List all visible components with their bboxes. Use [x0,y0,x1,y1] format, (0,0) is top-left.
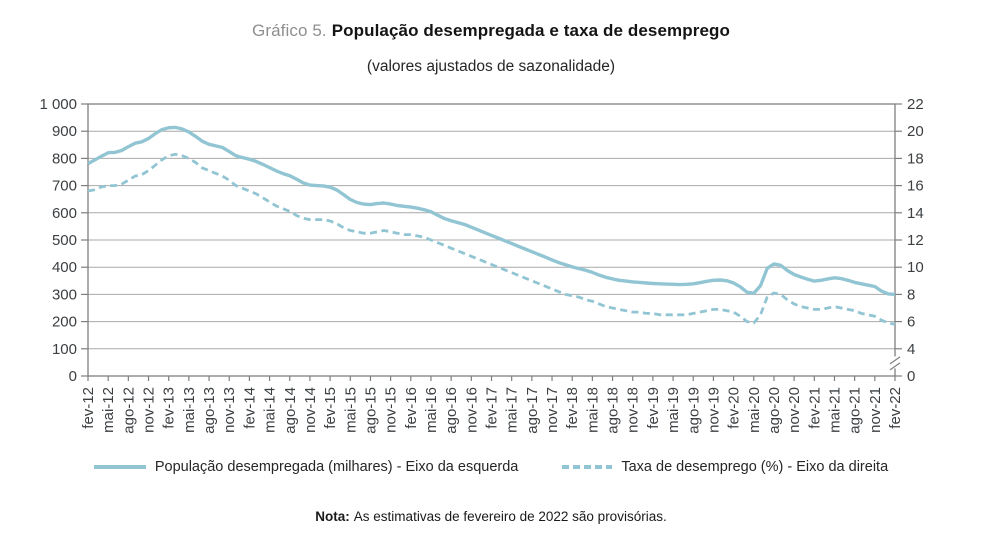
x-axis-label: mai-20 [746,387,763,433]
legend-item-rate: Taxa de desemprego (%) - Eixo da direita [562,459,888,475]
x-axis-label: nov-14 [302,387,319,433]
x-axis-label: ago-18 [605,387,622,434]
right-axis-label: 12 [907,232,924,249]
x-axis-label: ago-12 [120,387,137,434]
note: Nota: As estimativas de fevereiro de 2022… [0,509,982,524]
x-axis-label: nov-20 [786,387,803,433]
x-axis-label: fev-13 [161,387,178,429]
right-axis-label: 18 [907,150,924,167]
x-axis-label: mai-13 [181,387,198,433]
left-axis-label: 900 [52,123,77,140]
left-axis-label: 700 [52,178,77,195]
left-axis-label: 200 [52,314,77,331]
x-axis-label: mai-12 [100,387,117,433]
x-axis-label: fev-17 [484,387,501,429]
x-axis-label: fev-16 [403,387,420,429]
dashed-line-swatch-icon [562,465,613,469]
legend-label-unemployed: População desempregada (milhares) - Eixo… [154,459,519,475]
x-axis-label: mai-21 [826,387,843,433]
right-axis-label: 4 [907,341,915,358]
axis-break-mark [889,362,901,371]
x-axis-label: mai-17 [504,387,521,433]
x-axis-label: nov-16 [463,387,480,433]
page-title: População desempregada e taxa de desempr… [331,21,730,40]
left-axis-label: 400 [52,259,77,276]
legend: População desempregada (milhares) - Eixo… [0,459,982,475]
x-axis-label: ago-17 [524,387,541,434]
left-axis-label: 800 [52,150,77,167]
x-axis-label: fev-20 [726,387,743,429]
axis-break-gap [893,356,897,369]
page-title-row: Gráfico 5. População desempregada e taxa … [0,21,982,41]
x-axis-label: nov-18 [625,387,642,433]
x-axis-label: mai-15 [342,387,359,433]
solid-line-swatch-icon [93,465,146,469]
x-axis-label: nov-17 [544,387,561,433]
x-axis-label: fev-14 [241,387,258,429]
series-unemployed-line [87,125,896,297]
x-axis-label: mai-19 [665,387,682,433]
left-axis-label: 1 000 [39,96,77,113]
series-rate-line [87,152,896,326]
x-axis-label: nov-12 [141,387,158,433]
x-axis-label: nov-19 [705,387,722,433]
left-axis-label: 600 [52,205,77,222]
axis-break-mark [889,356,901,365]
x-axis-label: mai-16 [423,387,440,433]
x-axis-label: fev-18 [564,387,581,429]
page-title-prefix: Gráfico 5. [252,21,327,40]
x-axis-label: mai-14 [262,387,279,433]
right-axis-label: 8 [907,286,915,303]
right-axis-label: 6 [907,314,915,331]
note-label: Nota: [315,509,350,524]
right-axis-label: 0 [907,368,915,385]
x-axis-label: fev-22 [887,387,904,429]
x-axis-label: fev-12 [80,387,97,429]
right-axis-label: 10 [907,259,924,276]
x-axis-label: fev-21 [806,387,823,429]
x-axis-label: ago-19 [685,387,702,434]
left-axis-label: 300 [52,286,77,303]
right-axis-label: 20 [907,123,924,140]
legend-label-rate: Taxa de desemprego (%) - Eixo da direita [621,459,889,475]
x-axis-label: ago-20 [766,387,783,434]
page-subtitle: (valores ajustados de sazonalidade) [366,58,616,75]
x-axis-label: ago-21 [847,387,864,434]
legend-item-unemployed: População desempregada (milhares) - Eixo… [93,459,519,475]
x-axis-label: ago-13 [201,387,218,434]
left-axis-label: 500 [52,232,77,249]
x-axis-label: ago-15 [362,387,379,434]
note-text: As estimativas de fevereiro de 2022 são … [353,509,667,524]
left-axis-label: 0 [69,368,77,385]
right-axis-label: 16 [907,178,924,195]
x-axis-label: ago-14 [282,387,299,434]
x-axis-label: nov-15 [383,387,400,433]
x-axis-label: nov-13 [221,387,238,433]
x-axis-label: fev-19 [645,387,662,429]
left-axis-label: 100 [52,341,77,358]
x-axis-label: nov-21 [867,387,884,433]
right-axis-label: 14 [907,205,924,222]
x-axis-label: fev-15 [322,387,339,429]
right-axis-label: 22 [907,96,924,113]
x-axis-label: ago-16 [443,387,460,434]
x-axis-label: mai-18 [584,387,601,433]
